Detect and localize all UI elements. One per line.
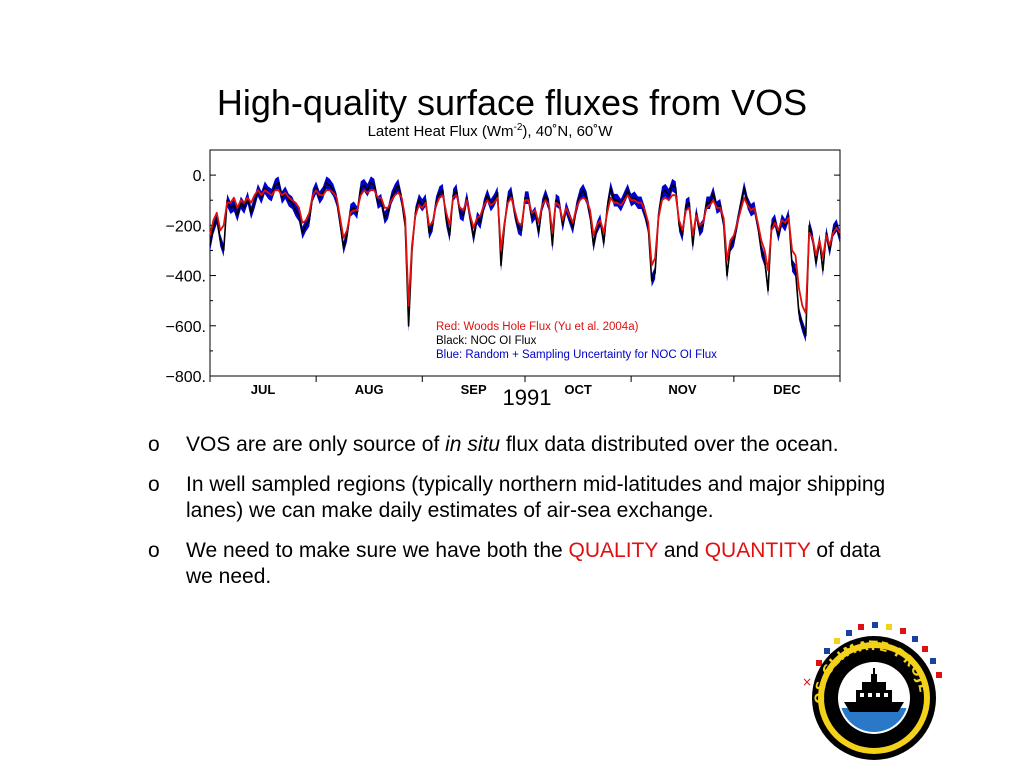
bullet-text: flux data distributed over the ocean. bbox=[500, 433, 839, 456]
y-tick-label: −400. bbox=[166, 269, 206, 286]
legend-entry: Blue: Random + Sampling Uncertainty for … bbox=[436, 349, 717, 361]
slide-title: High-quality surface fluxes from VOS bbox=[216, 82, 808, 124]
bullet-text: in situ bbox=[445, 433, 500, 456]
latent-heat-flux-chart: Latent Heat Flux (Wm-2), 40˚N, 60˚W 0. −2… bbox=[140, 118, 860, 418]
bullet-text: and bbox=[658, 539, 705, 562]
legend-entry: Black: NOC OI Flux bbox=[436, 335, 537, 347]
chart-legend: Red: Woods Hole Flux (Yu et al. 2004a) Bl… bbox=[436, 321, 717, 361]
month-label: SEP bbox=[461, 382, 487, 397]
month-label: JUL bbox=[251, 382, 276, 397]
bullet-marker: o bbox=[148, 473, 160, 496]
bullet-list: o VOS are are only source of in situ flux… bbox=[148, 432, 888, 604]
bullet-marker: o bbox=[148, 539, 160, 562]
bullet-text: QUALITY bbox=[568, 539, 658, 562]
bullet-item: o In well sampled regions (typically nort… bbox=[148, 472, 888, 524]
month-label: OCT bbox=[564, 382, 592, 397]
chart-title-tail: ), 40˚N, 60˚W bbox=[522, 123, 613, 140]
y-tick-label: −600. bbox=[166, 319, 206, 336]
bullet-item: o We need to make sure we have both the Q… bbox=[148, 538, 888, 590]
x-axis-label: 1991 bbox=[503, 385, 552, 410]
plot-area: 0. −200. −400. −600. −800. JUL AUG SEP OCT NOV DEC bbox=[166, 149, 841, 397]
bullet-text: In well sampled regions (typically north… bbox=[186, 473, 886, 522]
signal-flags-icon: × bbox=[802, 622, 942, 689]
bullet-item: o VOS are are only source of in situ flux… bbox=[148, 432, 888, 458]
month-label: NOV bbox=[668, 382, 697, 397]
woods-hole-flux-line bbox=[209, 189, 841, 315]
bullet-text: VOS are are only source of bbox=[186, 433, 446, 456]
month-label: DEC bbox=[773, 382, 801, 397]
legend-entry: Red: Woods Hole Flux (Yu et al. 2004a) bbox=[436, 321, 639, 333]
month-label: AUG bbox=[355, 382, 384, 397]
logo-emblem: × VOS CLIMATE PROJECT bbox=[789, 601, 942, 760]
y-tick-label: −200. bbox=[166, 218, 206, 235]
bullet-text: of data we need. bbox=[186, 539, 881, 588]
svg-text:×: × bbox=[802, 675, 812, 689]
bullet-marker: o bbox=[148, 433, 160, 456]
y-tick-label: 0. bbox=[193, 168, 206, 185]
chart-title-sup: -2 bbox=[513, 122, 522, 133]
chart-title: Latent Heat Flux (Wm-2), 40˚N, 60˚W bbox=[368, 122, 614, 140]
chart-title-main: Latent Heat Flux (Wm bbox=[368, 123, 514, 140]
bullet-text: QUANTITY bbox=[704, 539, 811, 562]
chart-svg: Latent Heat Flux (Wm-2), 40˚N, 60˚W 0. −2… bbox=[166, 122, 841, 410]
bullet-text: We need to make sure we have both the bbox=[186, 539, 569, 562]
vos-climate-project-logo: × VOS CLIMATE PROJECT bbox=[789, 601, 950, 768]
y-tick-label: −800. bbox=[166, 369, 206, 386]
